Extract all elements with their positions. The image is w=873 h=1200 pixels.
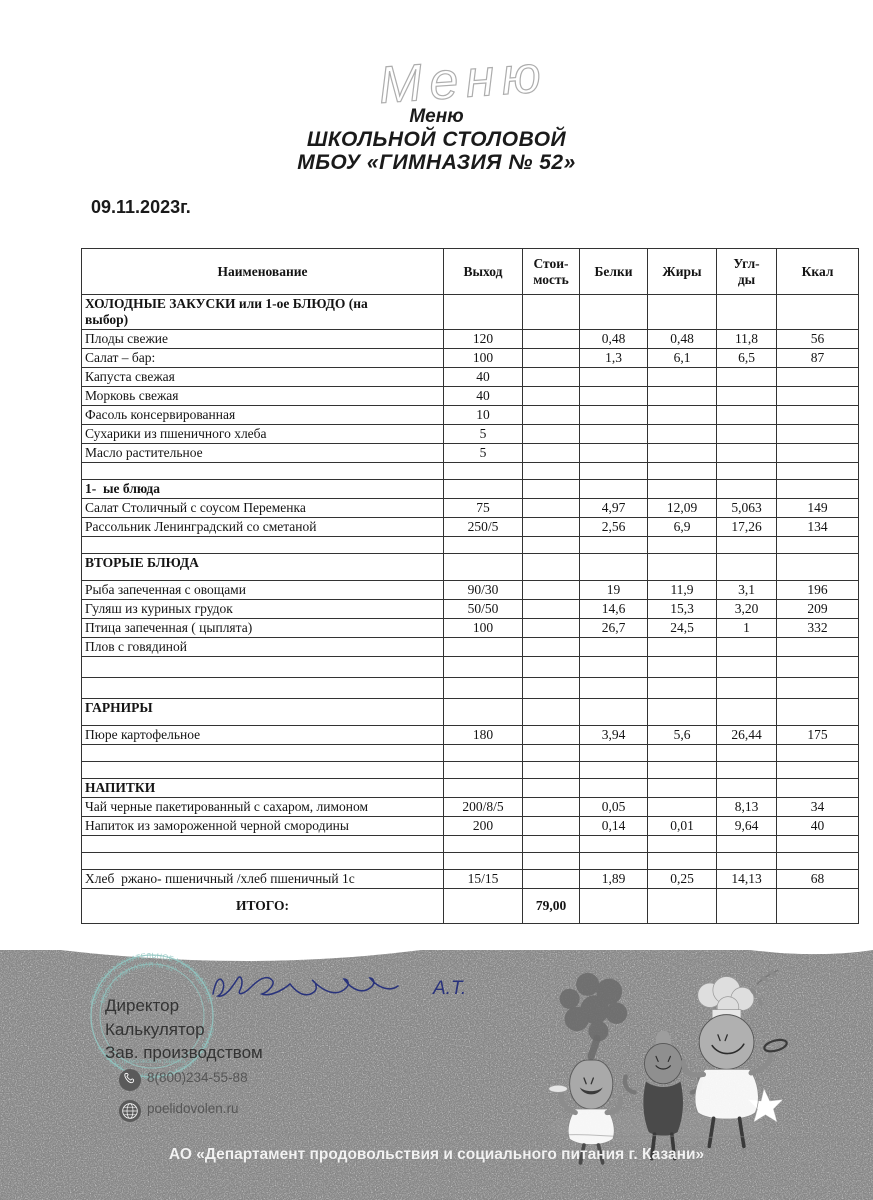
- svg-text:Меню: Меню: [377, 46, 542, 115]
